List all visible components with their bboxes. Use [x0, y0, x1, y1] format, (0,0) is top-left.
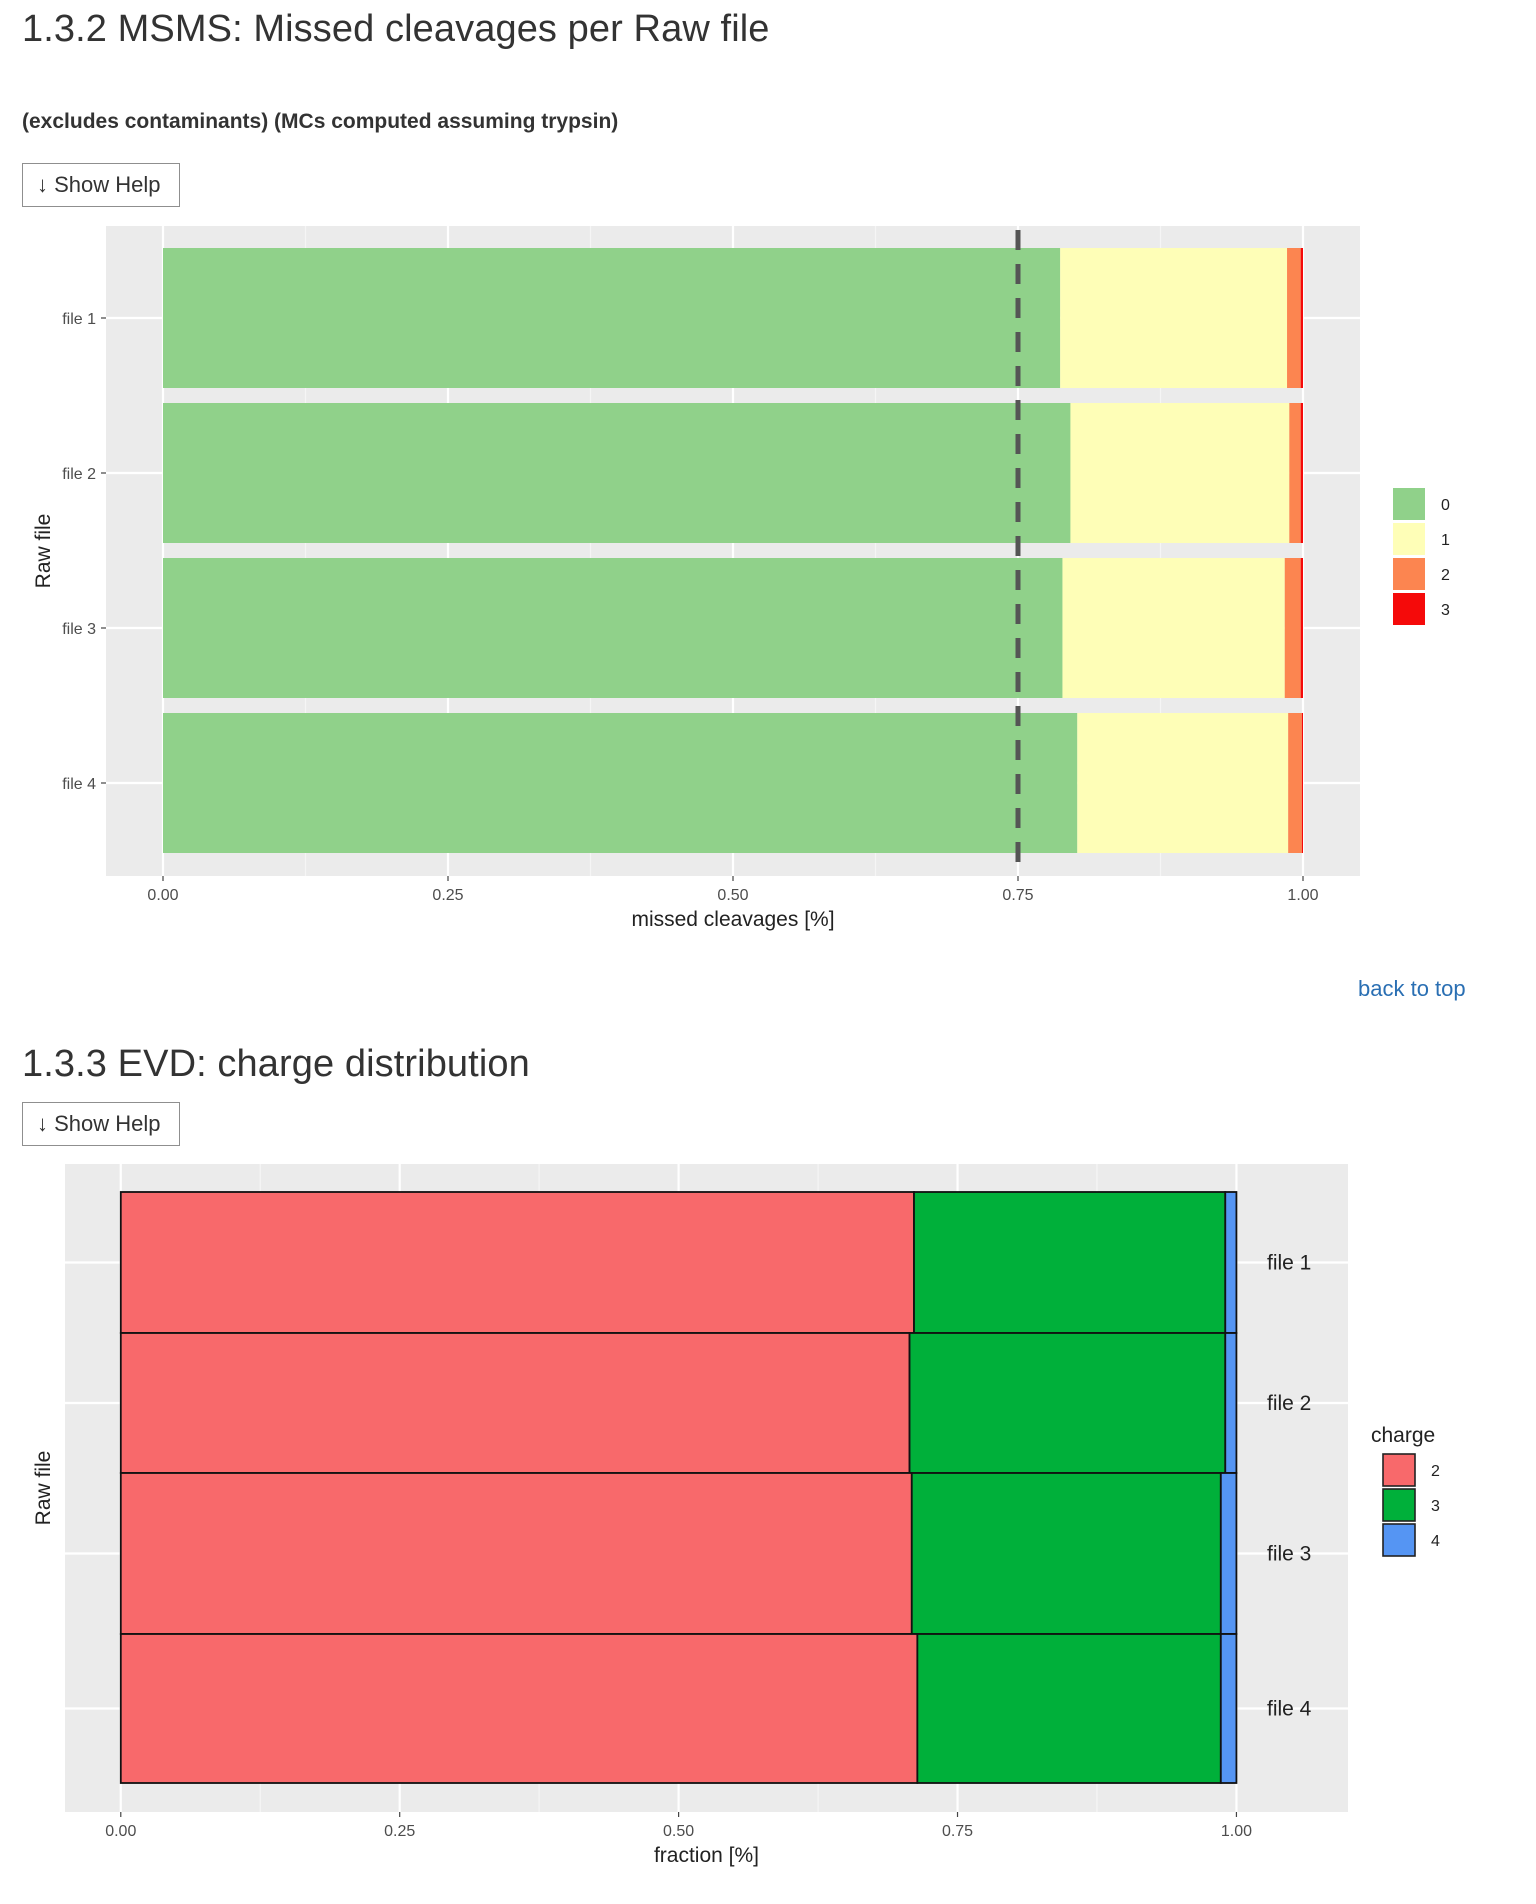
bar-segment-file-3-3 [1300, 558, 1303, 698]
category-label: file 4 [62, 776, 96, 793]
bar-segment-file-4-2 [1288, 713, 1302, 853]
y-axis-label: Raw file [32, 1451, 55, 1526]
bar-segment-file-1-2 [119, 1191, 915, 1334]
x-tick-label: 0.50 [717, 887, 748, 904]
show-help-button-2[interactable]: ↓ Show Help [22, 1102, 180, 1146]
x-tick-label: 1.00 [1287, 887, 1318, 904]
bar-group-file-4 [119, 1633, 1238, 1784]
x-axis-label: fraction [%] [654, 1844, 759, 1867]
bar-segment-file-1-0 [163, 248, 1061, 388]
x-tick-label: 1.00 [1221, 1823, 1252, 1840]
bar-segment-file-1-4 [1224, 1191, 1238, 1334]
bar-segment-file-4-4 [1219, 1633, 1238, 1784]
bar-segment-file-2-2 [1289, 403, 1301, 543]
legend-label-3: 3 [1441, 602, 1450, 619]
legend-swatch-0 [1393, 488, 1425, 520]
x-tick-label: 0.00 [105, 1823, 136, 1840]
bar-group-file-1 [163, 248, 1303, 388]
x-tick-label: 0.25 [432, 887, 463, 904]
x-tick-label: 0.75 [1002, 887, 1033, 904]
show-help-button-1[interactable]: ↓ Show Help [22, 163, 180, 207]
bar-segment-file-1-2 [1287, 248, 1301, 388]
bar-group-file-3 [163, 558, 1303, 698]
bar-group-file-2 [163, 403, 1303, 543]
category-label: file 4 [1267, 1698, 1312, 1721]
bar-segment-file-3-1 [1062, 558, 1285, 698]
x-tick-label: 0.00 [147, 887, 178, 904]
bar-segment-file-3-4 [1219, 1472, 1238, 1635]
bar-segment-file-2-2 [119, 1332, 911, 1474]
bar-segment-file-2-3 [1300, 403, 1303, 543]
bar-segment-file-3-2 [119, 1472, 913, 1635]
category-label: file 1 [62, 311, 96, 328]
missed-cleavages-chart: 0.00 0.25 0.50 0.75 1.00 missed cleavages [%]… [32, 226, 1450, 931]
y-axis-label: Raw file [32, 514, 55, 589]
bar-segment-file-2-1 [1070, 403, 1290, 543]
category-label: file 2 [62, 466, 96, 483]
category-label: file 2 [1267, 1392, 1311, 1415]
legend-swatch-3 [1393, 593, 1425, 625]
section-subtitle: (excludes contaminants) (MCs computed as… [22, 110, 619, 133]
bar-segment-file-4-3 [1301, 713, 1303, 853]
bar-segment-file-2-3 [908, 1332, 1227, 1474]
bar-segment-file-1-3 [913, 1191, 1227, 1334]
bar-segment-file-4-3 [916, 1633, 1222, 1784]
bar-segment-file-2-0 [163, 403, 1071, 543]
x-tick-label: 0.50 [663, 1823, 694, 1840]
legend-label-1: 1 [1441, 532, 1450, 549]
bar-segment-file-1-1 [1060, 248, 1288, 388]
category-label: file 3 [62, 621, 96, 638]
section-title-missed-cleavages: 1.3.2 MSMS: Missed cleavages per Raw fil… [22, 8, 770, 50]
legend-label-4: 4 [1431, 1533, 1440, 1550]
category-label: file 1 [1267, 1252, 1311, 1275]
x-tick-label: 0.75 [942, 1823, 973, 1840]
bar-segment-file-4-0 [163, 713, 1078, 853]
legend-label-2: 2 [1441, 567, 1450, 584]
legend-label-0: 0 [1441, 497, 1450, 514]
legend-title: charge [1371, 1424, 1435, 1447]
bar-group-file-2 [119, 1332, 1238, 1474]
bar-segment-file-4-2 [119, 1633, 919, 1784]
section-title-charge-distribution: 1.3.3 EVD: charge distribution [22, 1043, 530, 1085]
back-to-top-link[interactable]: back to top [1358, 976, 1466, 1001]
legend-label-2: 2 [1431, 1463, 1440, 1480]
x-tick-label: 0.25 [384, 1823, 415, 1840]
legend-swatch-2 [1382, 1453, 1416, 1487]
legend-swatch-3 [1382, 1488, 1416, 1522]
bar-segment-file-3-3 [910, 1472, 1222, 1635]
legend-swatch-1 [1393, 523, 1425, 555]
bar-segment-file-2-4 [1224, 1332, 1238, 1474]
bar-group-file-1 [119, 1191, 1238, 1334]
legend-swatch-4 [1382, 1523, 1416, 1557]
legend-swatch-2 [1393, 558, 1425, 590]
bar-segment-file-3-0 [163, 558, 1063, 698]
x-axis-label: missed cleavages [%] [631, 908, 834, 931]
legend-label-3: 3 [1431, 1498, 1440, 1515]
bar-segment-file-3-2 [1284, 558, 1301, 698]
bar-group-file-4 [163, 713, 1303, 853]
bar-segment-file-4-1 [1077, 713, 1289, 853]
bar-segment-file-1-3 [1300, 248, 1303, 388]
bar-group-file-3 [119, 1472, 1238, 1635]
category-label: file 3 [1267, 1543, 1311, 1566]
